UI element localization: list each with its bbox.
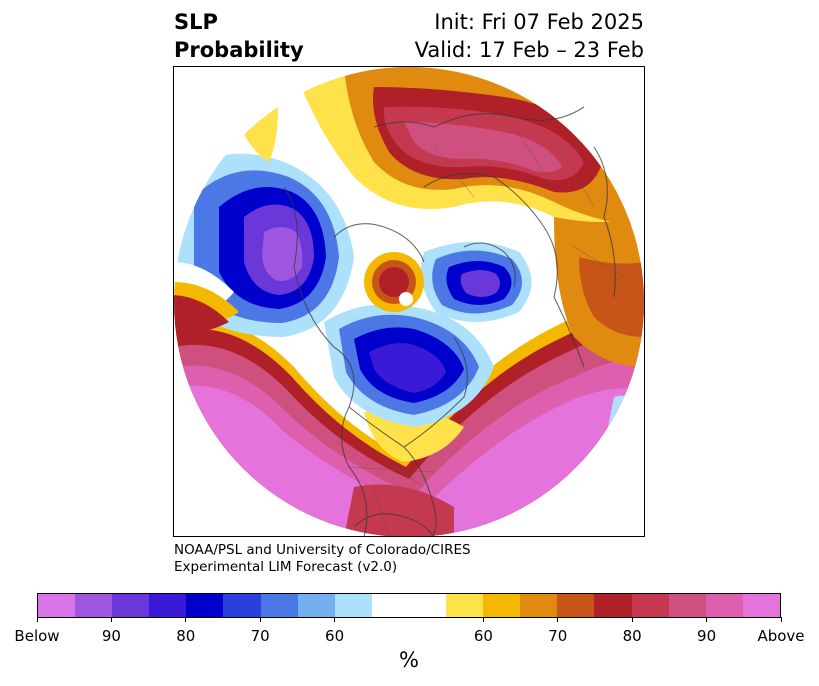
- colorbar-tick: [110, 617, 112, 622]
- below-normal-canada: [324, 304, 494, 427]
- colorbar-tick: [482, 617, 484, 622]
- colorbar-swatch: [112, 594, 150, 617]
- below-normal-west: [174, 153, 354, 337]
- colorbar-tick-label: 90: [697, 627, 717, 645]
- colorbar-swatch: [631, 594, 669, 617]
- colorbar-tick-label: 80: [622, 627, 642, 645]
- coastlines: [283, 106, 616, 536]
- title-line-1: SLP: [174, 10, 218, 34]
- colorbar-swatch: [38, 594, 76, 617]
- colorbar-swatch: [371, 594, 447, 617]
- colorbar-tick-label: Above: [757, 627, 805, 645]
- colorbar-swatch: [260, 594, 298, 617]
- colorbar-swatch: [334, 594, 372, 617]
- colorbar-swatch: [223, 594, 261, 617]
- colorbar-swatch: [668, 594, 706, 617]
- init-date: Init: Fri 07 Feb 2025: [434, 10, 644, 34]
- colorbar-swatch: [297, 594, 335, 617]
- colorbar-swatch: [557, 594, 595, 617]
- colorbar-tick-label: Below: [14, 627, 60, 645]
- colorbar-tick-label: 60: [473, 627, 493, 645]
- colorbar-swatch: [594, 594, 632, 617]
- colorbar-tick-label: 80: [176, 627, 196, 645]
- title-line-2: Probability: [174, 38, 304, 62]
- colorbar-tick-label: 70: [250, 627, 270, 645]
- valid-range: Valid: 17 Feb – 23 Feb: [414, 38, 644, 62]
- colorbar-tick: [631, 617, 633, 622]
- map-panel: [173, 66, 645, 537]
- colorbar-swatch: [186, 594, 224, 617]
- colorbar-swatch: [705, 594, 743, 617]
- colorbar-swatch: [483, 594, 521, 617]
- polar-anomaly: [364, 252, 424, 312]
- colorbar-swatch: [742, 594, 780, 617]
- colorbar-tick: [557, 617, 559, 622]
- forecast-dates: Init: Fri 07 Feb 2025 Valid: 17 Feb – 23…: [415, 8, 644, 64]
- probability-field: [174, 67, 644, 536]
- colorbar-tick: [259, 617, 261, 622]
- colorbar: [37, 593, 781, 618]
- credit-line-2: Experimental LIM Forecast (v2.0): [174, 559, 398, 575]
- colorbar-tick-label: 60: [325, 627, 345, 645]
- credit-text: NOAA/PSL and University of Colorado/CIRE…: [174, 542, 471, 576]
- below-normal-europe: [420, 242, 532, 322]
- colorbar-tick-label: 70: [548, 627, 568, 645]
- above-normal-asia: [294, 67, 644, 247]
- colorbar-tick: [185, 617, 187, 622]
- colorbar-tick-label: 90: [101, 627, 121, 645]
- above-normal-south: [174, 297, 644, 536]
- colorbar-units: %: [399, 648, 419, 672]
- borders: [348, 126, 625, 536]
- colorbar-swatch: [75, 594, 113, 617]
- chart-title: SLP Probability: [174, 8, 304, 64]
- credit-line-1: NOAA/PSL and University of Colorado/CIRE…: [174, 542, 471, 558]
- colorbar-tick: [706, 617, 708, 622]
- colorbar-tick: [780, 617, 782, 622]
- colorbar-tick: [334, 617, 336, 622]
- colorbar-swatch: [520, 594, 558, 617]
- colorbar-tick: [36, 617, 38, 622]
- polar-map: [174, 67, 644, 536]
- colorbar-swatch: [446, 594, 484, 617]
- colorbar-swatch: [149, 594, 187, 617]
